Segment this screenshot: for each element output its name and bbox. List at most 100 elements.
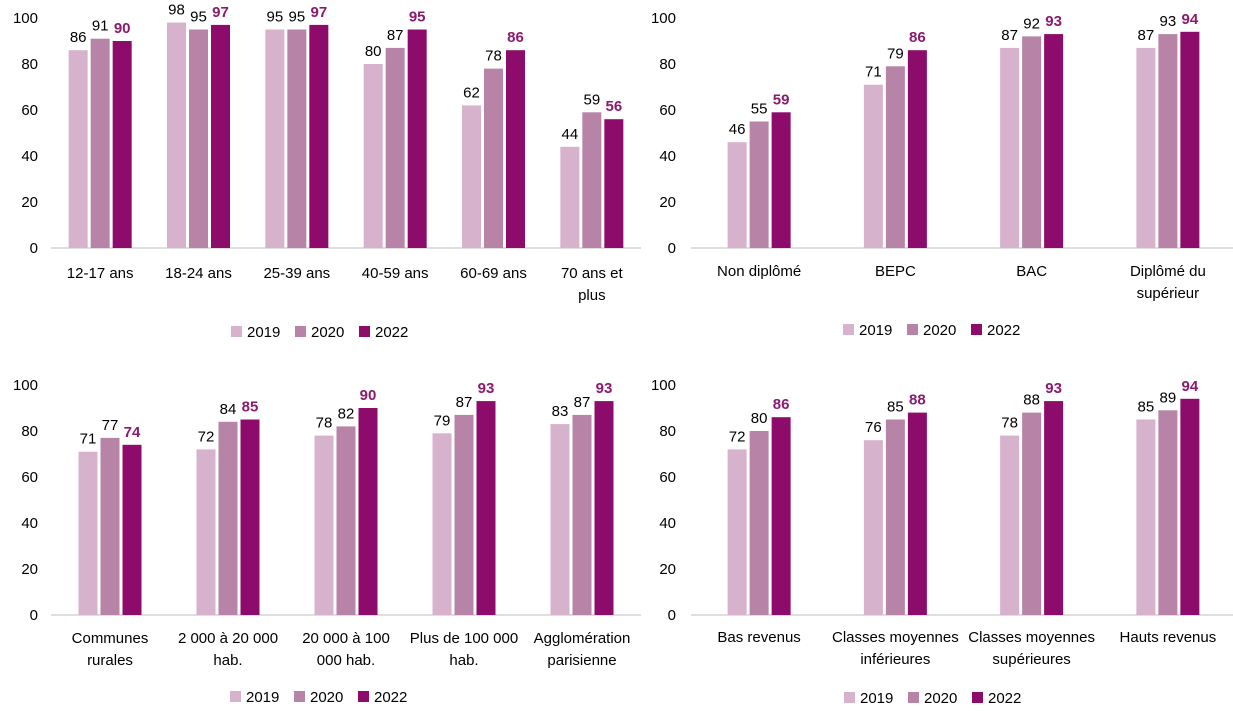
y-tick-label: 20 [659,194,676,211]
bar-2020 [749,121,769,248]
bar-2020 [287,29,307,248]
y-tick-label: 80 [659,56,676,73]
data-label-2022: 90 [360,387,377,404]
bar-2020 [385,47,405,249]
data-label-2020: 78 [485,48,502,65]
bar-2020 [484,68,503,248]
legend: 2019 2020 2022 [843,322,1020,339]
bar-2020 [189,29,208,248]
data-label-2020: 77 [102,417,119,434]
y-tick-label: 60 [659,102,676,119]
bar-2019 [727,449,747,615]
bar-2022 [122,444,142,615]
data-label-2022: 85 [242,399,259,416]
y-tick-label: 80 [659,423,676,440]
data-label-2020: 88 [1023,392,1040,409]
bar-2019 [560,146,580,248]
data-label-2019: 72 [729,428,746,445]
data-label-2020: 79 [887,45,904,62]
data-label-2020: 92 [1023,15,1040,32]
data-label-2022: 93 [478,380,495,397]
bar-2020 [582,112,602,248]
bar-2022 [407,29,427,248]
bar-2020 [1022,36,1042,249]
legend-swatch-2019 [843,324,854,335]
data-label-2022: 93 [1045,13,1062,30]
data-label-2020: 87 [574,394,591,411]
data-label-2020: 84 [220,401,237,418]
bar-2022 [604,119,624,248]
category-label: supérieur [1137,285,1200,302]
y-tick-label: 40 [21,515,38,532]
category-label: 25-39 ans [263,265,330,282]
bar-2019 [78,451,98,615]
category-label: BAC [1016,263,1047,280]
data-label-2020: 85 [887,399,904,416]
y-tick-label: 0 [668,607,676,624]
y-tick-label: 40 [659,515,676,532]
category-label: Non diplômé [717,263,801,280]
bar-2020 [454,414,474,615]
bar-2020 [572,414,592,615]
data-label-2020: 95 [288,9,305,26]
bar-2022 [1044,401,1064,615]
data-label-2022: 93 [596,380,613,397]
bar-2020 [1158,34,1178,248]
chart-panel-4: 0 20 40 60 80 100 72 80 86 Bas revenus 76 85 88 Class… [651,377,1233,707]
bar-2022 [907,50,927,249]
bar-2022 [1180,31,1200,248]
legend: 2019 2020 2022 [230,689,407,706]
data-label-2019: 76 [865,419,882,436]
data-label-2022: 74 [124,424,141,441]
bar-2022 [771,112,791,248]
data-label-2019: 83 [552,403,569,420]
y-tick-label: 60 [21,469,38,486]
y-tick-label: 80 [21,56,38,73]
legend-swatch-2019 [230,691,241,702]
legend-label-2019: 2019 [246,689,279,706]
bar-2020 [1022,412,1042,615]
legend-swatch-2022 [359,326,370,337]
chart-panel-2: 0 20 40 60 80 100 46 55 59 Non diplômé 71 79 86 BEPC 8… [651,10,1233,339]
category-label: 40-59 ans [362,265,429,282]
category-label: 18-24 ans [165,265,232,282]
category-label: Bas revenus [717,629,800,646]
data-label-2020: 93 [1160,13,1177,30]
y-tick-label: 100 [651,10,676,27]
y-tick-label: 40 [21,148,38,165]
data-label-2019: 44 [561,126,578,143]
bar-2019 [550,424,570,615]
legend: 2019 2020 2022 [844,690,1021,707]
legend-label-2022: 2022 [374,689,407,706]
data-label-2022: 86 [773,396,790,413]
bar-2019 [68,50,88,249]
data-label-2022: 59 [773,91,790,108]
legend-label-2020: 2020 [923,322,956,339]
category-label: rurales [87,652,133,669]
data-label-2019: 46 [729,121,746,138]
bar-2019 [727,142,747,248]
bar-2019 [196,449,216,615]
bar-2022 [1044,34,1064,248]
y-tick-label: 20 [659,561,676,578]
bar-2020 [885,419,905,615]
bar-2019 [1000,47,1020,249]
data-label-2019: 71 [865,64,882,81]
data-label-2020: 55 [751,101,768,118]
bar-2019 [432,433,452,615]
data-label-2019: 87 [1001,27,1018,44]
data-label-2020: 87 [387,27,404,44]
data-label-2019: 72 [198,428,215,445]
legend-swatch-2019 [231,326,242,337]
legend-label-2022: 2022 [988,690,1021,707]
y-tick-label: 60 [659,469,676,486]
y-tick-label: 20 [21,561,38,578]
legend-swatch-2019 [844,692,855,703]
bar-2019 [167,22,186,248]
bar-2019 [314,435,334,615]
data-label-2019: 80 [365,43,382,60]
bar-2020 [100,437,120,615]
category-label: 60-69 ans [460,265,527,282]
legend-label-2019: 2019 [860,690,893,707]
